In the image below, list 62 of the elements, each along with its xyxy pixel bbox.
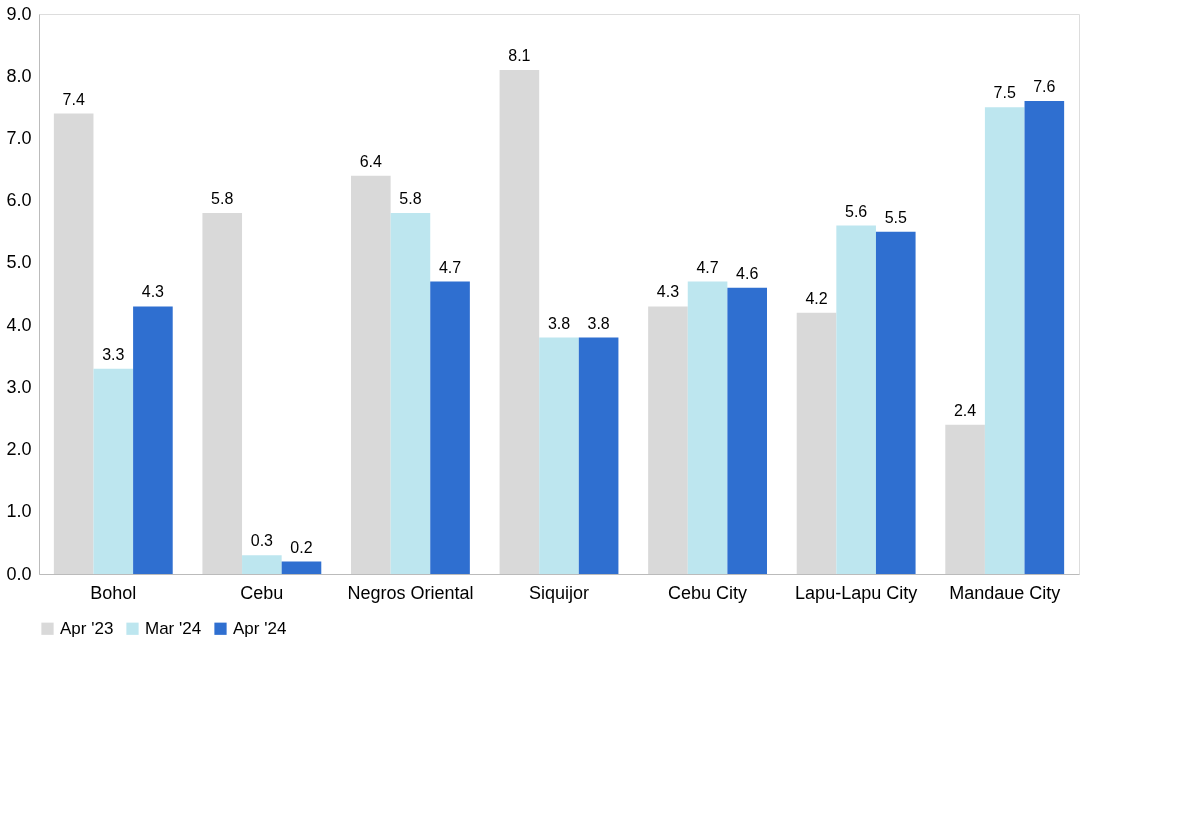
data-label: 4.2	[805, 289, 828, 307]
y-tick-label: 2.0	[6, 439, 32, 460]
data-label: 4.6	[736, 264, 759, 282]
data-label: 4.7	[696, 258, 719, 276]
bar	[202, 213, 243, 574]
x-tick-label: Bohol	[90, 582, 137, 603]
y-tick-label: 1.0	[6, 501, 32, 522]
bar	[351, 175, 391, 574]
bar	[648, 306, 688, 574]
y-tick-label: 3.0	[6, 376, 32, 397]
bar	[390, 213, 431, 574]
y-tick-label: 0.0	[6, 563, 32, 584]
bar	[727, 287, 767, 574]
y-tick-label: 8.0	[6, 65, 32, 86]
y-tick-label: 4.0	[6, 314, 32, 335]
bar	[796, 312, 837, 574]
x-tick-label: Cebu	[240, 582, 284, 603]
bar	[430, 281, 470, 574]
data-label: 5.5	[884, 208, 907, 226]
legend-label: Apr '24	[233, 618, 287, 638]
data-label: 5.6	[845, 202, 868, 220]
bar	[539, 337, 579, 574]
bar	[984, 107, 1025, 574]
data-label: 6.4	[359, 152, 383, 170]
bar	[875, 231, 916, 574]
data-label: 8.1	[508, 47, 531, 64]
data-label: 5.8	[211, 190, 234, 208]
bar	[133, 306, 173, 574]
data-label: 3.8	[547, 314, 571, 332]
bar	[281, 561, 322, 574]
data-label: 4.3	[656, 283, 680, 301]
x-tick-label: Mandaue City	[949, 582, 1061, 603]
bar	[499, 70, 540, 574]
data-label: 5.8	[399, 190, 422, 208]
y-tick-label: 9.0	[6, 3, 32, 24]
x-tick-label: Cebu City	[668, 582, 748, 603]
bar	[242, 555, 282, 574]
x-tick-label: Lapu-Lapu City	[795, 582, 918, 603]
x-tick-label: Negros Oriental	[347, 582, 474, 603]
bar	[1024, 101, 1065, 574]
data-label: 3.8	[587, 314, 610, 332]
x-tick-label: Siquijor	[528, 582, 590, 603]
y-tick-label: 6.0	[6, 190, 32, 211]
bar	[836, 225, 876, 574]
data-label: 7.6	[1033, 78, 1056, 96]
data-label: 3.3	[102, 345, 125, 363]
legend-label: Apr '23	[60, 618, 114, 638]
data-label: 7.5	[993, 84, 1016, 102]
data-label: 4.3	[141, 283, 165, 301]
bar	[945, 424, 985, 574]
data-label: 7.4	[62, 90, 85, 108]
bar	[53, 113, 94, 574]
bar	[578, 337, 619, 574]
data-label: 0.2	[290, 538, 313, 556]
bar	[93, 368, 134, 574]
bar	[687, 281, 728, 574]
y-tick-label: 7.0	[6, 127, 32, 148]
legend-label: Mar '24	[145, 618, 202, 638]
data-label: 2.4	[953, 401, 977, 419]
data-label: 0.3	[250, 532, 274, 550]
data-label: 4.7	[438, 258, 462, 276]
y-tick-label: 5.0	[6, 252, 32, 273]
